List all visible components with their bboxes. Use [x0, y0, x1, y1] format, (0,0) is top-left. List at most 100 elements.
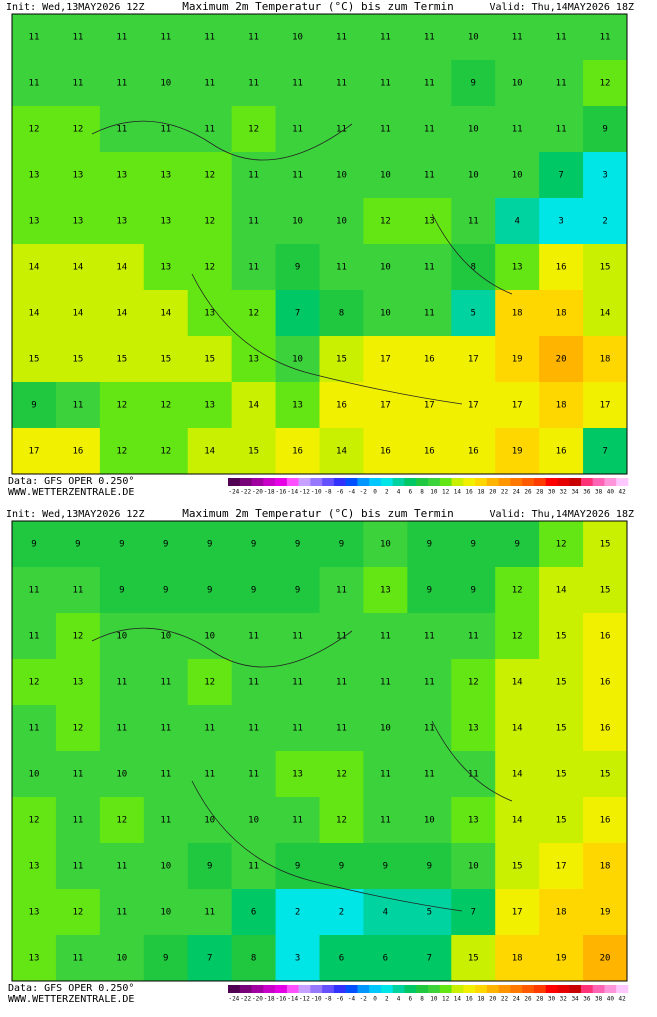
temperature-cell [407, 198, 452, 245]
temperature-cell [55, 290, 101, 337]
scale-segment [451, 478, 464, 486]
temperature-value: 12 [29, 125, 40, 135]
temperature-value: 9 [471, 540, 476, 550]
temperature-value: 11 [29, 79, 40, 89]
temperature-cell [319, 567, 364, 614]
temperature-cell [583, 290, 628, 337]
temperature-cell [363, 567, 408, 614]
temperature-value: 15 [556, 816, 567, 826]
scale-label: -16 [276, 996, 287, 1003]
temperature-cell [231, 428, 277, 475]
temperature-value: 15 [556, 724, 567, 734]
temperature-cell [407, 659, 452, 706]
temperature-value: 11 [29, 33, 40, 43]
temperature-value: 7 [207, 954, 212, 964]
scale-segment [451, 985, 464, 993]
scale-segment [463, 985, 476, 993]
temperature-value: 11 [160, 770, 171, 780]
temperature-value: 7 [602, 447, 607, 457]
temperature-cell [12, 751, 57, 798]
temperature-value: 14 [72, 263, 83, 273]
temperature-value: 16 [600, 678, 611, 688]
temperature-value: 11 [116, 862, 127, 872]
temperature-cell [583, 797, 628, 844]
temperature-value: 9 [602, 125, 607, 135]
temperature-value: 11 [468, 632, 479, 642]
scale-segment [569, 985, 582, 993]
temperature-cell [363, 198, 408, 245]
scale-segment [298, 985, 311, 993]
temperature-value: 14 [336, 447, 347, 457]
temperature-value: 10 [380, 540, 391, 550]
temperature-cell [12, 705, 57, 752]
temperature-cell [319, 428, 364, 475]
temperature-cell [319, 290, 364, 337]
temperature-cell [12, 843, 57, 890]
map-frame [11, 520, 628, 982]
temperature-cell [187, 428, 233, 475]
temperature-value: 11 [204, 908, 215, 918]
temperature-value: 11 [380, 770, 391, 780]
temperature-cell [539, 521, 584, 568]
scale-segment [322, 985, 335, 993]
temperature-value: 15 [468, 954, 479, 964]
scale-label: -20 [252, 996, 263, 1003]
temperature-value: 15 [600, 263, 611, 273]
temperature-cell [539, 843, 584, 890]
temperature-value: 9 [163, 954, 168, 964]
temperature-value: 11 [380, 79, 391, 89]
temperature-value: 14 [72, 309, 83, 319]
temperature-cell [495, 705, 540, 752]
scale-segment [322, 478, 335, 486]
temperature-cell [275, 290, 320, 337]
temperature-value: 10 [29, 770, 40, 780]
temperature-value: 14 [600, 309, 611, 319]
temperature-value: 6 [383, 954, 388, 964]
temperature-cell [187, 613, 233, 660]
temperature-value: 17 [424, 401, 435, 411]
temperature-cell [363, 382, 408, 429]
temperature-value: 14 [512, 724, 523, 734]
scale-segment [498, 985, 511, 993]
temperature-cell [231, 106, 277, 153]
scale-segment [286, 478, 299, 486]
temperature-cell [187, 521, 233, 568]
scale-segment [333, 478, 346, 486]
temperature-cell [363, 244, 408, 291]
scale-label: 28 [536, 489, 544, 496]
temperature-cell [451, 751, 496, 798]
temperature-value: 11 [424, 309, 435, 319]
temperature-cell [55, 60, 101, 107]
temperature-cell [583, 889, 628, 936]
temperature-cell [363, 521, 408, 568]
temperature-cell [363, 336, 408, 383]
temperature-cell [55, 336, 101, 383]
temperature-cell [99, 336, 145, 383]
temperature-cell [495, 14, 540, 61]
scale-label: 36 [583, 489, 591, 496]
temperature-value: 11 [380, 125, 391, 135]
temperature-cell [319, 889, 364, 936]
temperature-cell [187, 843, 233, 890]
temperature-cell [99, 705, 145, 752]
temperature-value: 20 [600, 954, 611, 964]
scale-label: -12 [299, 996, 310, 1003]
temperature-cell [363, 797, 408, 844]
temperature-value: 12 [600, 79, 611, 89]
temperature-value: 9 [207, 586, 212, 596]
temperature-value: 13 [424, 217, 435, 227]
temperature-value: 11 [424, 79, 435, 89]
temperature-value: 13 [116, 217, 127, 227]
temperature-cell [319, 751, 364, 798]
temperature-cell [143, 14, 189, 61]
temperature-value: 11 [248, 263, 259, 273]
temperature-cell [495, 567, 540, 614]
temperature-value: 6 [251, 908, 256, 918]
temperature-value: 14 [512, 816, 523, 826]
temperature-value: 10 [424, 816, 435, 826]
temperature-value: 9 [251, 540, 256, 550]
scale-label: -6 [336, 996, 344, 1003]
temperature-value: 12 [512, 632, 523, 642]
scale-label: 36 [583, 996, 591, 1003]
temperature-cell [451, 521, 496, 568]
